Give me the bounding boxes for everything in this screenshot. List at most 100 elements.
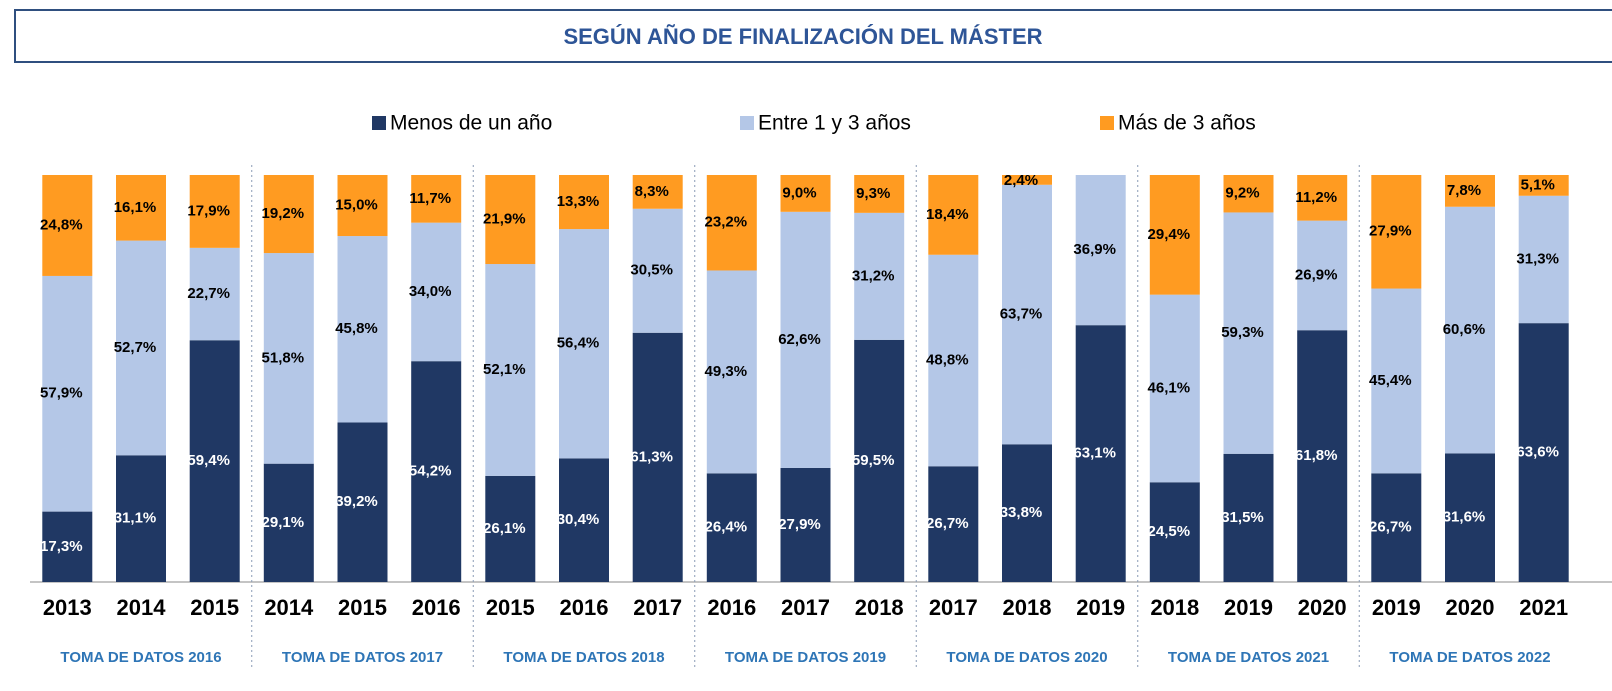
bar-segment bbox=[780, 467, 831, 582]
x-tick-label: 2018 bbox=[1003, 595, 1052, 620]
data-label: 2,4% bbox=[1004, 172, 1038, 189]
data-label: 56,4% bbox=[557, 335, 600, 352]
data-label: 46,1% bbox=[1148, 379, 1191, 396]
data-label: 29,4% bbox=[1148, 226, 1191, 243]
data-label: 33,8% bbox=[1000, 504, 1043, 521]
x-tick-label: 2015 bbox=[338, 595, 387, 620]
chart-title: SEGÚN AÑO DE FINALIZACIÓN DEL MÁSTER bbox=[563, 24, 1042, 49]
bar-segment bbox=[559, 458, 609, 582]
data-label: 21,9% bbox=[483, 210, 526, 227]
bar-segment bbox=[189, 340, 240, 582]
data-label: 54,2% bbox=[409, 463, 452, 480]
data-label: 31,5% bbox=[1221, 509, 1264, 526]
bar-segment bbox=[632, 175, 683, 209]
data-label: 5,1% bbox=[1521, 176, 1555, 193]
title-box bbox=[14, 9, 1612, 63]
x-tick-label: 2017 bbox=[633, 595, 682, 620]
bar-segment bbox=[263, 463, 314, 582]
data-label: 26,9% bbox=[1295, 266, 1338, 283]
x-tick-label: 2020 bbox=[1446, 595, 1495, 620]
legend-swatch bbox=[740, 116, 754, 130]
bar-segment bbox=[1149, 175, 1200, 295]
data-label: 29,1% bbox=[262, 514, 305, 531]
bar-segment bbox=[1223, 212, 1274, 454]
data-label: 48,8% bbox=[926, 351, 969, 368]
bar-segment bbox=[1445, 206, 1495, 454]
bar-segment bbox=[559, 175, 609, 230]
bar-segment bbox=[780, 175, 831, 212]
data-label: 7,8% bbox=[1447, 182, 1481, 199]
bar-segment bbox=[42, 175, 93, 276]
data-label: 17,9% bbox=[187, 202, 230, 219]
bar-segment bbox=[854, 339, 905, 582]
bar-segment bbox=[1149, 294, 1200, 483]
bar-segment bbox=[1002, 444, 1052, 582]
bar-segment bbox=[1075, 175, 1126, 326]
group-label: TOMA DE DATOS 2021 bbox=[1168, 649, 1329, 666]
bar-segment bbox=[1223, 453, 1274, 582]
x-tick-label: 2018 bbox=[1150, 595, 1199, 620]
bar-segment bbox=[411, 361, 462, 582]
bar-segment bbox=[1075, 325, 1126, 582]
x-tick-label: 2015 bbox=[190, 595, 239, 620]
bar-segment bbox=[263, 253, 314, 464]
bar-segment bbox=[337, 236, 388, 423]
data-label: 26,7% bbox=[1369, 519, 1412, 536]
bar-segment bbox=[485, 175, 536, 265]
legend-label: Menos de un año bbox=[390, 112, 552, 135]
data-label: 18,4% bbox=[926, 206, 969, 223]
bar-segment bbox=[706, 270, 757, 474]
x-tick-label: 2013 bbox=[43, 595, 92, 620]
bar-segment bbox=[411, 175, 462, 223]
data-label: 45,4% bbox=[1369, 372, 1412, 389]
data-label: 62,6% bbox=[778, 331, 821, 348]
data-label: 26,4% bbox=[705, 519, 748, 536]
bar-segment bbox=[1371, 473, 1422, 582]
bar-segment bbox=[1371, 175, 1422, 289]
bar-segment bbox=[263, 175, 314, 254]
bar-segment bbox=[780, 211, 831, 468]
legend-label: Más de 3 años bbox=[1118, 112, 1256, 135]
bar-segment bbox=[1297, 220, 1348, 331]
data-label: 9,0% bbox=[782, 184, 816, 201]
bar-segment bbox=[1297, 330, 1348, 582]
x-tick-label: 2019 bbox=[1224, 595, 1273, 620]
data-label: 8,3% bbox=[635, 183, 669, 200]
data-label: 61,8% bbox=[1295, 447, 1338, 464]
group-label: TOMA DE DATOS 2022 bbox=[1389, 649, 1550, 666]
data-label: 52,1% bbox=[483, 361, 526, 378]
bar-segment bbox=[116, 175, 166, 241]
bar-segment bbox=[632, 208, 683, 333]
bar-segment bbox=[337, 422, 388, 582]
data-label: 61,3% bbox=[630, 448, 673, 465]
data-label: 30,4% bbox=[557, 511, 600, 528]
bar-segment bbox=[1371, 288, 1422, 474]
bar-segment bbox=[632, 332, 683, 582]
bar-segment bbox=[1223, 175, 1274, 213]
data-label: 11,7% bbox=[409, 190, 451, 207]
bar-segment bbox=[928, 175, 979, 255]
bar-segment bbox=[189, 247, 240, 341]
bar-segment bbox=[1002, 184, 1052, 445]
data-label: 27,9% bbox=[778, 516, 821, 533]
bar-segment bbox=[559, 229, 609, 459]
data-label: 63,1% bbox=[1073, 445, 1116, 462]
bar-segment bbox=[1149, 482, 1200, 582]
data-label: 13,3% bbox=[557, 193, 600, 210]
data-label: 26,1% bbox=[483, 520, 526, 537]
data-label: 63,7% bbox=[1000, 306, 1043, 323]
data-label: 57,9% bbox=[40, 385, 83, 402]
legend-label: Entre 1 y 3 años bbox=[758, 112, 911, 135]
bar-segment bbox=[1445, 175, 1495, 207]
data-label: 16,1% bbox=[114, 199, 157, 216]
bar-segment bbox=[42, 275, 93, 512]
x-tick-label: 2019 bbox=[1372, 595, 1421, 620]
data-label: 51,8% bbox=[262, 349, 305, 366]
bar-segment bbox=[42, 511, 93, 582]
legend-swatch bbox=[372, 116, 386, 130]
group-label: TOMA DE DATOS 2017 bbox=[282, 649, 443, 666]
data-label: 59,3% bbox=[1221, 324, 1264, 341]
bar-segment bbox=[1518, 175, 1569, 196]
data-label: 45,8% bbox=[335, 320, 378, 337]
